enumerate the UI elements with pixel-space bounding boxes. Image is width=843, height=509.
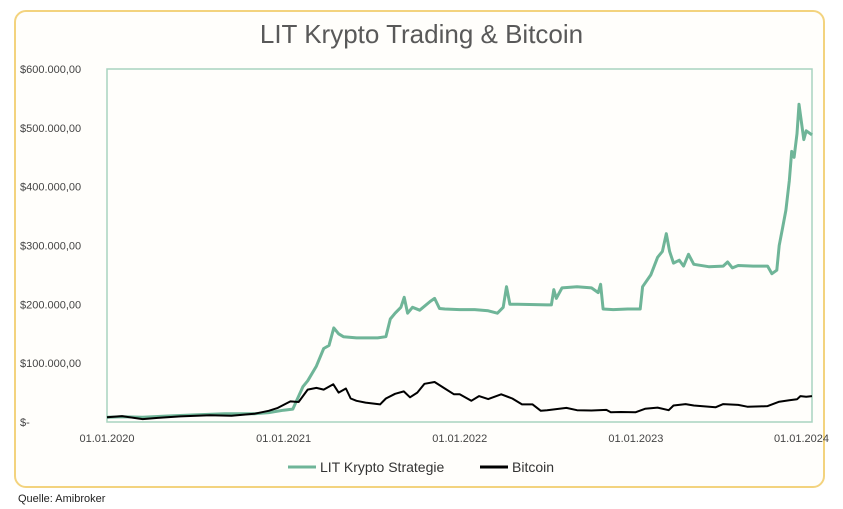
legend-label: Bitcoin: [512, 459, 554, 475]
x-axis-ticks: 01.01.2020 01.01.2021 01.01.2022 01.01.2023…: [79, 433, 829, 445]
x-tick-label: 01.01.2021: [256, 433, 311, 445]
chart-card: [14, 10, 825, 488]
y-tick-label: $600.000,00: [20, 64, 81, 76]
legend-label: LIT Krypto Strategie: [320, 459, 444, 475]
y-tick-label: $500.000,00: [20, 123, 81, 135]
y-tick-label: $-: [20, 417, 30, 429]
series-line-lit-krypto-strategie: [106, 102, 813, 419]
plot-area-border: [106, 68, 813, 423]
x-tick-label: 01.01.2024: [774, 433, 829, 445]
y-tick-label: $400.000,00: [20, 182, 81, 194]
legend: LIT Krypto Strategie Bitcoin: [288, 459, 554, 475]
chart-title: LIT Krypto Trading & Bitcoin: [259, 19, 584, 49]
y-tick-label: $200.000,00: [20, 299, 81, 311]
series-line-bitcoin: [106, 381, 813, 421]
y-axis-ticks: $- $100.000,00 $200.000,00 $300.000,00 $400.…: [20, 64, 81, 429]
x-tick-label: 01.01.2023: [608, 433, 663, 445]
source-note: Quelle: Amibroker: [18, 493, 106, 505]
x-tick-label: 01.01.2022: [432, 433, 487, 445]
x-tick-label: 01.01.2020: [79, 433, 134, 445]
y-tick-label: $100.000,00: [20, 358, 81, 370]
y-tick-label: $300.000,00: [20, 241, 81, 253]
series-lines: [106, 102, 813, 421]
